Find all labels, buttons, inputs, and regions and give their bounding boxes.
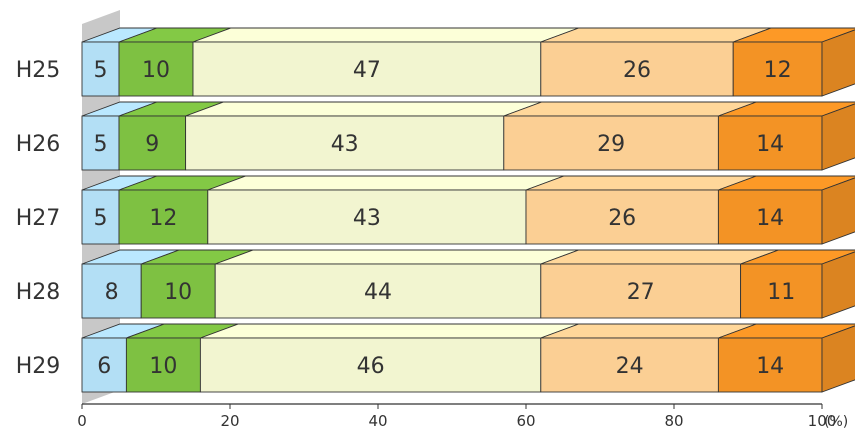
bar-side-face xyxy=(821,325,855,393)
x-tick-label: 20 xyxy=(220,412,239,430)
x-unit-label: (%) xyxy=(824,414,848,430)
data-label: 12 xyxy=(149,206,177,231)
data-label: 46 xyxy=(357,354,385,379)
data-label: 9 xyxy=(145,132,159,157)
data-label: 11 xyxy=(767,280,795,305)
bar-top-face xyxy=(207,175,565,191)
bar-segment xyxy=(717,189,823,245)
bar-segment xyxy=(540,337,719,393)
x-tick-label: 40 xyxy=(368,412,387,430)
bar-segment xyxy=(717,337,823,393)
data-label: 27 xyxy=(627,280,655,305)
x-tick-label: 100 xyxy=(808,412,837,430)
category-label: H28 xyxy=(16,280,61,305)
data-label: 5 xyxy=(94,132,108,157)
bar-segment xyxy=(717,115,823,171)
bar-top-face xyxy=(185,101,542,117)
category-label: H25 xyxy=(16,58,61,83)
bar-segment xyxy=(192,41,542,97)
bar-side-face xyxy=(821,251,855,319)
bar-segment xyxy=(140,263,216,319)
bar-segment xyxy=(503,115,719,171)
data-label: 12 xyxy=(764,58,792,83)
bar-segment xyxy=(81,263,142,319)
bar-side-face xyxy=(821,177,855,245)
data-label: 44 xyxy=(364,280,392,305)
data-label: 10 xyxy=(142,58,170,83)
bar-side-face xyxy=(821,103,855,171)
data-label: 14 xyxy=(756,206,784,231)
bar-segment xyxy=(214,263,542,319)
bar-top-face xyxy=(192,27,579,43)
bar-segment xyxy=(525,189,719,245)
data-label: 26 xyxy=(623,58,651,83)
category-label: H27 xyxy=(16,206,61,231)
data-label: 5 xyxy=(94,58,108,83)
x-tick-label: 80 xyxy=(664,412,683,430)
x-tick-label: 60 xyxy=(516,412,535,430)
data-label: 6 xyxy=(97,354,111,379)
bar-segment xyxy=(732,41,823,97)
data-label: 43 xyxy=(353,206,381,231)
bar-top-face xyxy=(540,249,779,265)
category-label: H26 xyxy=(16,132,61,157)
bar-segment xyxy=(540,263,742,319)
data-label: 43 xyxy=(331,132,359,157)
data-label: 14 xyxy=(756,132,784,157)
data-label: 47 xyxy=(353,58,381,83)
data-label: 24 xyxy=(616,354,644,379)
data-label: 10 xyxy=(149,354,177,379)
bar-segment xyxy=(81,115,120,171)
data-label: 10 xyxy=(164,280,192,305)
data-label: 14 xyxy=(756,354,784,379)
category-label: H29 xyxy=(16,354,61,379)
bar-top-face xyxy=(525,175,757,191)
bar-segment xyxy=(185,115,505,171)
bar-segment xyxy=(81,41,120,97)
bar-side-face xyxy=(821,29,855,97)
bar-top-face xyxy=(540,27,772,43)
data-label: 26 xyxy=(608,206,636,231)
bar-segment xyxy=(81,189,120,245)
bar-segment xyxy=(118,41,194,97)
bar-top-face xyxy=(503,101,757,117)
bar-segment xyxy=(118,115,187,171)
bar-top-face xyxy=(215,249,579,265)
bar-segment xyxy=(207,189,527,245)
data-label: 8 xyxy=(105,280,119,305)
bar-segment xyxy=(540,41,734,97)
data-label: 29 xyxy=(597,132,625,157)
data-label: 5 xyxy=(94,206,108,231)
bar-top-face xyxy=(200,323,579,339)
bar-segment xyxy=(125,337,201,393)
x-tick-label: 0 xyxy=(77,412,87,430)
